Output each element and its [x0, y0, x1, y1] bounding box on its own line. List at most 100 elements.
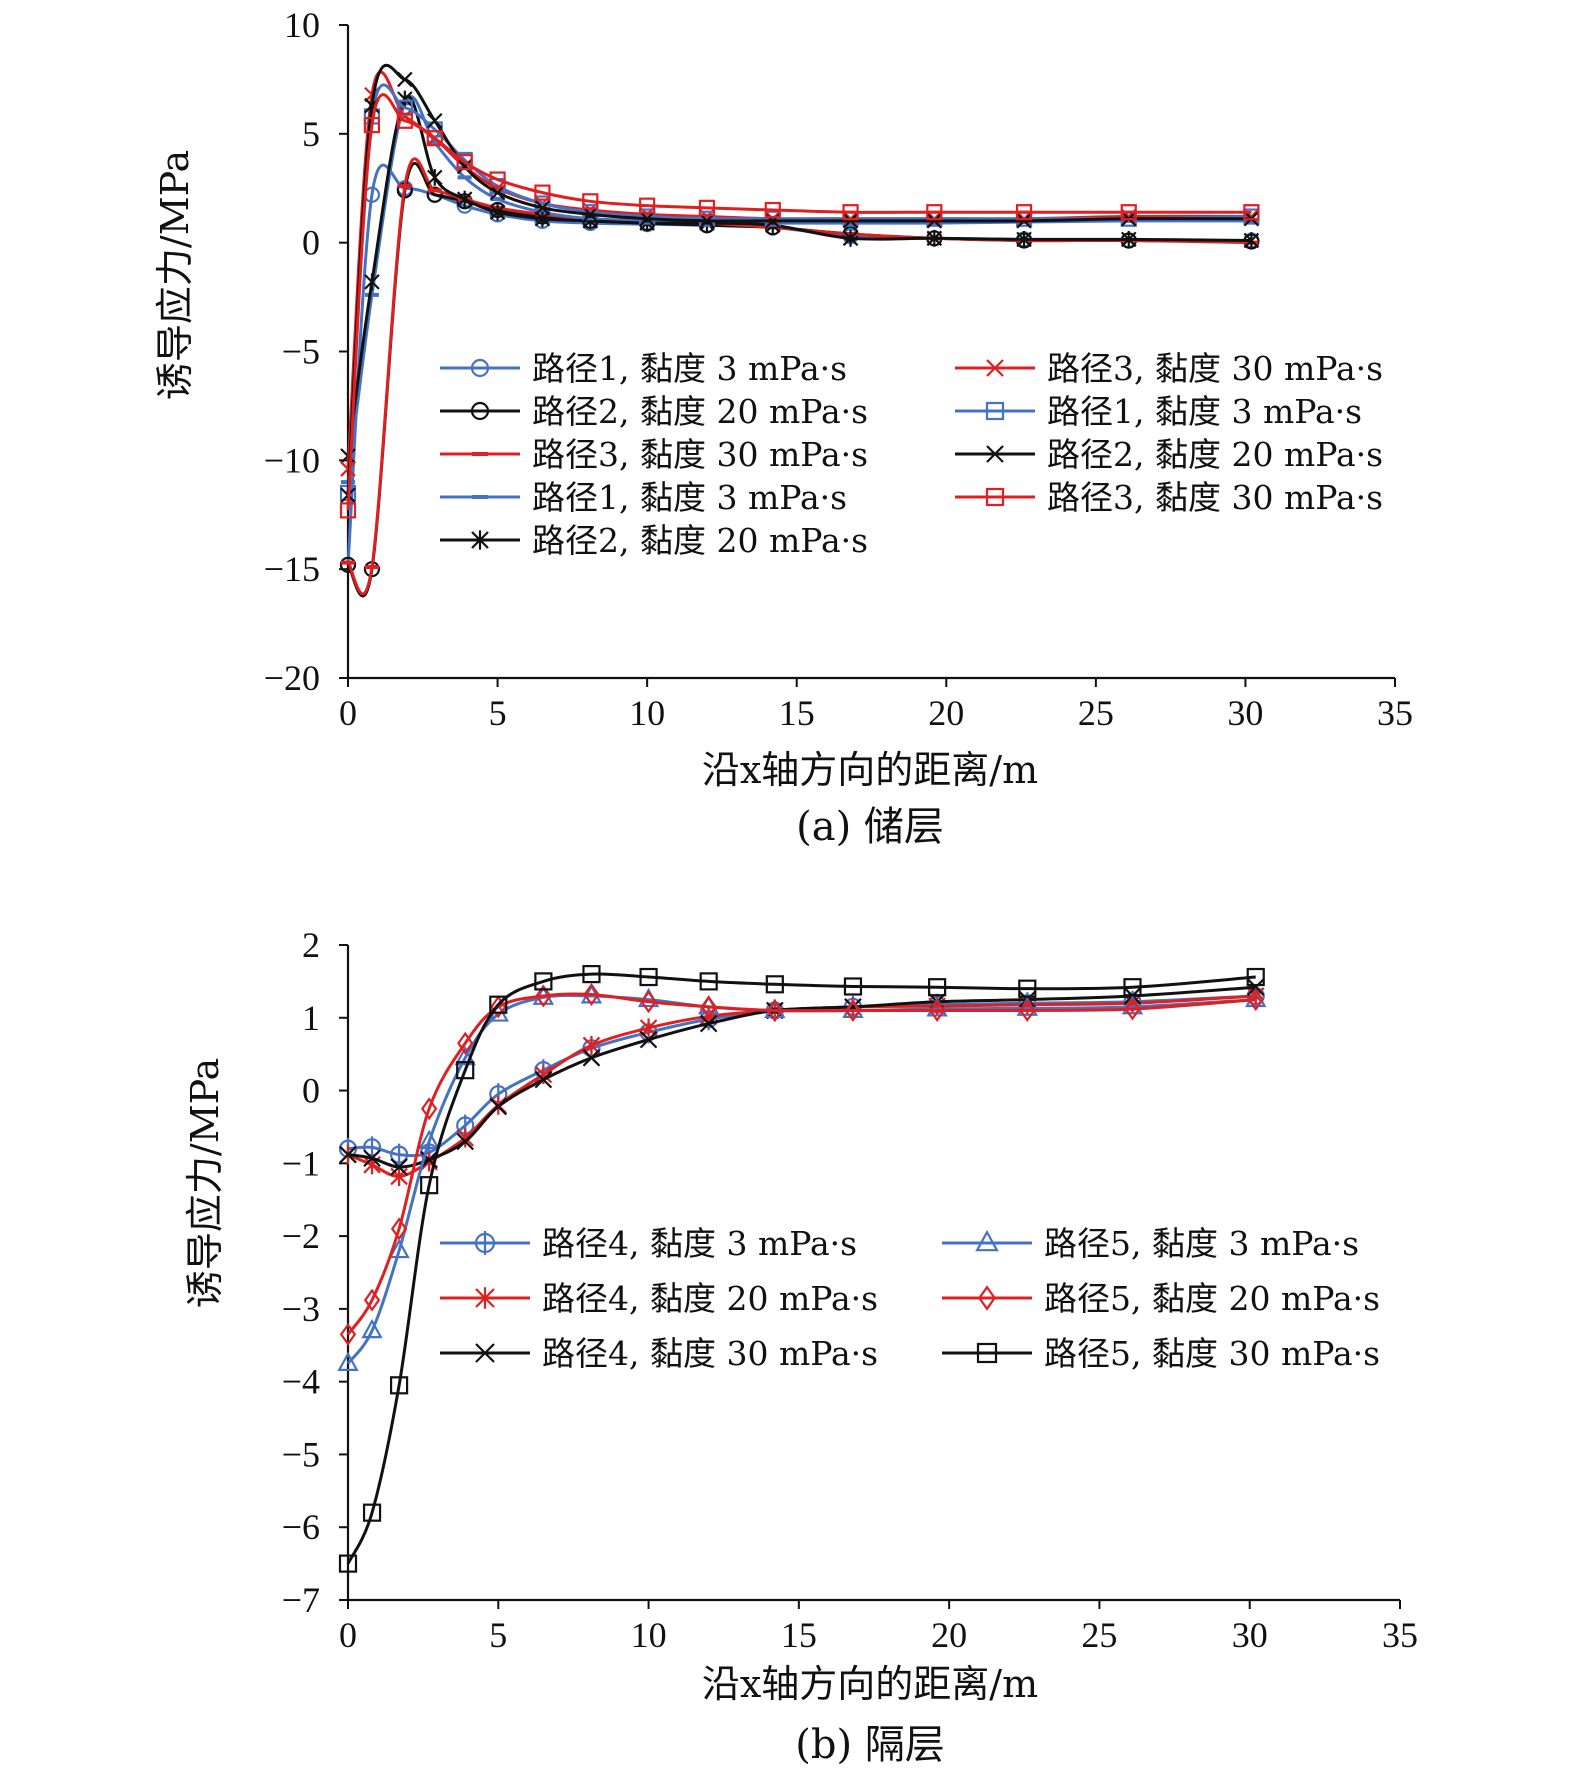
panel-b-legend-label: 路径4, 黏度 30 mPa·s	[542, 1334, 878, 1373]
panel-a-x-tick-label: 15	[779, 693, 815, 733]
panel-a-series-9	[339, 93, 1260, 519]
panel-a-legend-entry: 路径1, 黏度 3 mPa·s	[440, 478, 847, 517]
panel-b-data-point	[457, 1031, 474, 1055]
panel-a-data-point	[489, 184, 506, 201]
panel-a-x-tick-label: 0	[339, 693, 357, 733]
panel-b-data-point	[388, 1238, 410, 1259]
panel-a-legend-entry: 路径3, 黏度 30 mPa·s	[955, 478, 1383, 517]
panel-a-legend-marker	[471, 530, 489, 550]
panel-a-data-point	[1120, 231, 1137, 248]
panel-b-y-axis-label: 诱导应力/MPa	[183, 1058, 227, 1308]
panel-a-x-tick-label: 10	[629, 693, 665, 733]
panel-b-series-2	[339, 986, 1265, 1187]
panel-b-x-tick-label: 25	[1081, 1615, 1117, 1655]
panel-b-y-tick-label: −7	[282, 1580, 320, 1620]
panel-b-series-line	[346, 992, 1256, 1336]
panel-a-data-point	[489, 203, 506, 221]
panel-b-data-point	[456, 1132, 475, 1151]
panel-a-data-point	[639, 197, 656, 214]
panel-a-data-point	[397, 71, 413, 88]
panel-b-y-tick-label: −1	[282, 1143, 320, 1183]
panel-a-data-point	[426, 112, 443, 129]
panel-b-data-point	[490, 995, 507, 1019]
panel-b-series-line	[347, 985, 1256, 1169]
panel-b-legend-label: 路径5, 黏度 3 mPa·s	[1044, 1224, 1359, 1263]
panel-b-data-point	[700, 995, 717, 1019]
panel-b-legend-marker	[976, 1342, 998, 1364]
panel-b-data-point	[389, 1143, 409, 1166]
panel-a-data-point	[534, 200, 551, 216]
panel-b-data-point	[928, 998, 946, 1023]
panel-b-legend-marker	[475, 1343, 495, 1363]
panel-b-data-point	[640, 990, 657, 1014]
panel-a-legend-marker	[985, 487, 1005, 507]
panel-a-legend-entry: 路径3, 黏度 30 mPa·s	[440, 435, 868, 474]
panel-b-y-tick-label: 2	[302, 925, 320, 965]
panel-b-x-tick-label: 15	[781, 1615, 817, 1655]
panel-a-series-line	[346, 63, 1252, 496]
panel-a-x-tick-label: 20	[928, 693, 964, 733]
panel-b-legend-entry: 路径5, 黏度 20 mPa·s	[942, 1279, 1380, 1318]
panel-a-data-point	[1015, 204, 1033, 221]
panel-b-legend-marker	[978, 1285, 996, 1311]
panel-b-legend-entry: 路径5, 黏度 30 mPa·s	[942, 1334, 1380, 1373]
panel-a-data-point	[534, 184, 551, 201]
panel-b-data-point	[766, 998, 783, 1023]
panel-b-data-point	[339, 1322, 357, 1346]
panel-a-x-tick-label: 25	[1078, 693, 1114, 733]
panel-a-legend-marker	[470, 401, 490, 421]
panel-a-legend-label: 路径3, 黏度 30 mPa·s	[1047, 478, 1383, 517]
panel-b-data-point	[639, 967, 658, 987]
panel-b-y-tick-label: −4	[282, 1362, 320, 1402]
panel-a-y-axis-label: 诱导应力/MPa	[153, 150, 197, 400]
panel-a-y-tick-label: −5	[282, 332, 320, 372]
panel-a-data-point	[364, 273, 380, 291]
panel-a-legend-entry: 路径1, 黏度 3 mPa·s	[955, 392, 1362, 431]
panel-b-data-point	[1018, 979, 1037, 998]
panel-a-y-tick-label: −15	[264, 549, 320, 589]
panel-a-legend-label: 路径2, 黏度 20 mPa·s	[532, 521, 868, 560]
panel-b-data-point	[489, 995, 508, 1014]
panel-b-data-point	[534, 972, 553, 991]
panel-b-x-axis-label: 沿x轴方向的距离/m	[702, 1662, 1038, 1706]
panel-a-caption: (a) 储层	[796, 804, 944, 850]
panel-b-x-tick-label: 30	[1232, 1615, 1268, 1655]
panel-a-x-axis-label: 沿x轴方向的距离/m	[702, 748, 1038, 792]
panel-b-series-line	[346, 993, 1256, 1365]
panel-a-y-tick-label: 5	[302, 114, 320, 154]
panel-a-data-point	[1016, 231, 1032, 248]
panel-a-legend-entry: 路径2, 黏度 20 mPa·s	[440, 392, 868, 431]
panel-b-data-point	[765, 975, 784, 994]
panel-a-y-tick-label: −20	[264, 658, 320, 698]
panel-b-data-point	[1246, 978, 1265, 996]
panel-a-data-point	[426, 186, 443, 203]
panel-a-data-point	[426, 168, 443, 186]
panel-b-y-tick-label: −2	[282, 1216, 320, 1256]
panel-a-legend-label: 路径1, 黏度 3 mPa·s	[532, 478, 847, 517]
panel-b-legend: 路径4, 黏度 3 mPa·s 路径4, 黏度 20 mPa·s 路径4, 黏度 3…	[440, 1224, 1380, 1373]
panel-a-data-point	[1016, 213, 1032, 229]
panel-b-x-tick-label: 10	[631, 1615, 667, 1655]
panel-b-series-5	[339, 982, 1264, 1346]
panel-a-data-point	[363, 117, 381, 134]
panel-a-data-point	[456, 158, 473, 175]
panel-b-legend-label: 路径4, 黏度 20 mPa·s	[542, 1279, 878, 1318]
panel-a-data-point	[426, 130, 443, 147]
panel-a-data-point	[698, 210, 716, 227]
panel-b-y-tick-label: 1	[302, 998, 320, 1038]
panel-b-legend-entry: 路径4, 黏度 3 mPa·s	[440, 1224, 857, 1263]
panel-b-data-point	[1246, 967, 1265, 987]
panel-b-data-point	[1247, 988, 1264, 1012]
panel-a-legend-entry: 路径1, 黏度 3 mPa·s	[440, 349, 847, 388]
panel-a-data-point	[698, 199, 716, 216]
panel-a-legend: 路径1, 黏度 3 mPa·s 路径2, 黏度 20 mPa·s 路径3, 黏度 3…	[440, 349, 1383, 560]
panel-b-legend-entry: 路径4, 黏度 20 mPa·s	[440, 1279, 878, 1318]
panel-a-series-line	[346, 93, 1252, 511]
panel-a-x-tick-label: 5	[489, 693, 507, 733]
panel-b-data-point	[418, 1129, 440, 1150]
panel-a-data-point	[396, 112, 413, 129]
panel-b-legend-marker	[975, 1229, 999, 1252]
panel-b-data-point	[582, 965, 601, 984]
panel-b-data-point	[699, 972, 718, 991]
